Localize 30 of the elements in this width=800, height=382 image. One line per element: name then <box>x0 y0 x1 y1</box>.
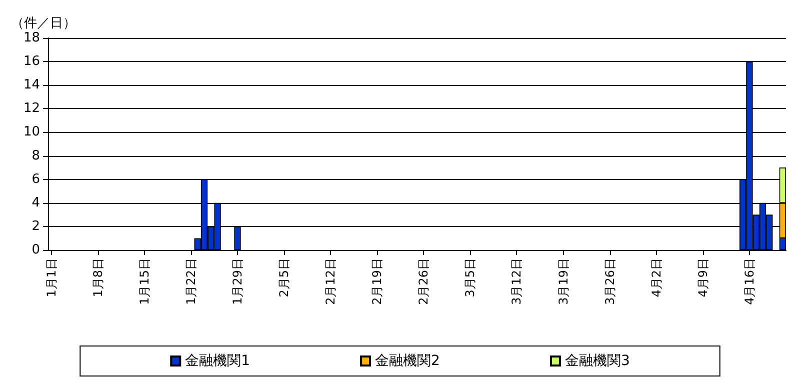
legend-label: 金融機関3 <box>564 353 630 369</box>
y-tick-label: 8 <box>32 148 40 164</box>
legend-label: 金融機関1 <box>185 353 250 369</box>
y-tick-label: 18 <box>23 30 40 46</box>
x-tick-label: 2月19日 <box>370 258 384 305</box>
x-tick-label: 2月12日 <box>324 258 338 305</box>
y-tick-label: 2 <box>32 218 40 234</box>
y-tick-label: 6 <box>32 172 40 187</box>
y-tick-label: 10 <box>23 124 40 140</box>
x-tick-label: 1月8日 <box>90 258 105 298</box>
x-tick-label: 2月5日 <box>277 258 292 298</box>
x-tick-label: 4月9日 <box>696 258 710 298</box>
x-tick-label: 3月26日 <box>602 258 617 305</box>
x-tick-label: 3月19日 <box>556 258 570 305</box>
y-axis-title: （件／日） <box>11 16 76 31</box>
y-tick-label: 0 <box>32 242 40 258</box>
x-tick-label: 1月15日 <box>137 258 152 305</box>
y-tick-label: 4 <box>32 195 40 210</box>
x-tick-label: 1月29日 <box>230 258 244 305</box>
x-tick-label: 4月16日 <box>742 258 756 305</box>
y-tick-label: 14 <box>23 78 40 93</box>
x-tick-label: 1月22日 <box>184 258 198 305</box>
y-tick-label: 12 <box>23 101 40 116</box>
x-tick-label: 1月1日 <box>44 258 58 298</box>
x-tick-label: 3月12日 <box>510 258 524 305</box>
y-tick-label: 16 <box>23 54 40 70</box>
x-tick-label: 4月2日 <box>649 258 664 298</box>
legend-label: 金融機関2 <box>375 353 440 369</box>
x-tick-label: 2月26日 <box>416 258 431 305</box>
x-tick-label: 3月5日 <box>463 258 478 298</box>
